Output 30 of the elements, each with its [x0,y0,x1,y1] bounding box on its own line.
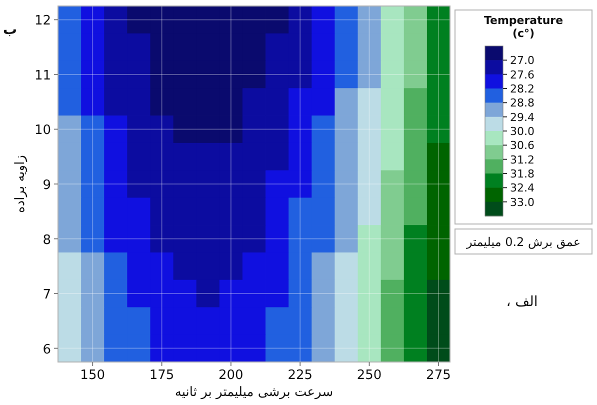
color-bar-label: 27.0 [510,54,534,68]
color-bar-title: Temperature (c°) [484,14,564,40]
text: ب [3,22,18,38]
text: الف ، [506,294,538,310]
x-tick-label: 225 [288,368,313,383]
x-tick-label: 150 [80,368,105,383]
x-tick-label: 250 [356,368,382,383]
x-tick-label: 200 [218,368,244,383]
color-bar-label: 32.4 [510,182,534,195]
text: عمق برش 0.2 میلیمتر [465,235,581,249]
y-tick-label: 10 [34,123,51,138]
y-tick-label: 8 [42,232,51,248]
color-bar-label: 30.0 [510,125,534,138]
color-bar-label: 27.6 [510,68,534,82]
color-bar-label: 28.8 [510,96,534,110]
color-bar-label: 31.8 [510,168,534,180]
color-bar-label: 29.4 [510,110,534,124]
y-tick-label: 12 [34,14,51,29]
y-axis-title: زاویه براده [13,155,28,213]
y-tick-label: 6 [42,342,51,358]
color-bar-label: 33.0 [510,196,534,209]
y-tick-label: 9 [42,178,51,193]
x-axis-title: سرعت برشی میلیمتر بر ثانیه [174,385,334,400]
color-bar-label: 28.2 [510,82,534,96]
color-bar-label: 30.6 [510,139,534,152]
y-tick-label: 11 [34,68,51,84]
x-tick-label: 275 [426,368,451,383]
color-bar-label: 31.2 [510,153,534,166]
y-tick-label: 7 [42,288,51,303]
x-tick-label: 175 [149,368,174,383]
